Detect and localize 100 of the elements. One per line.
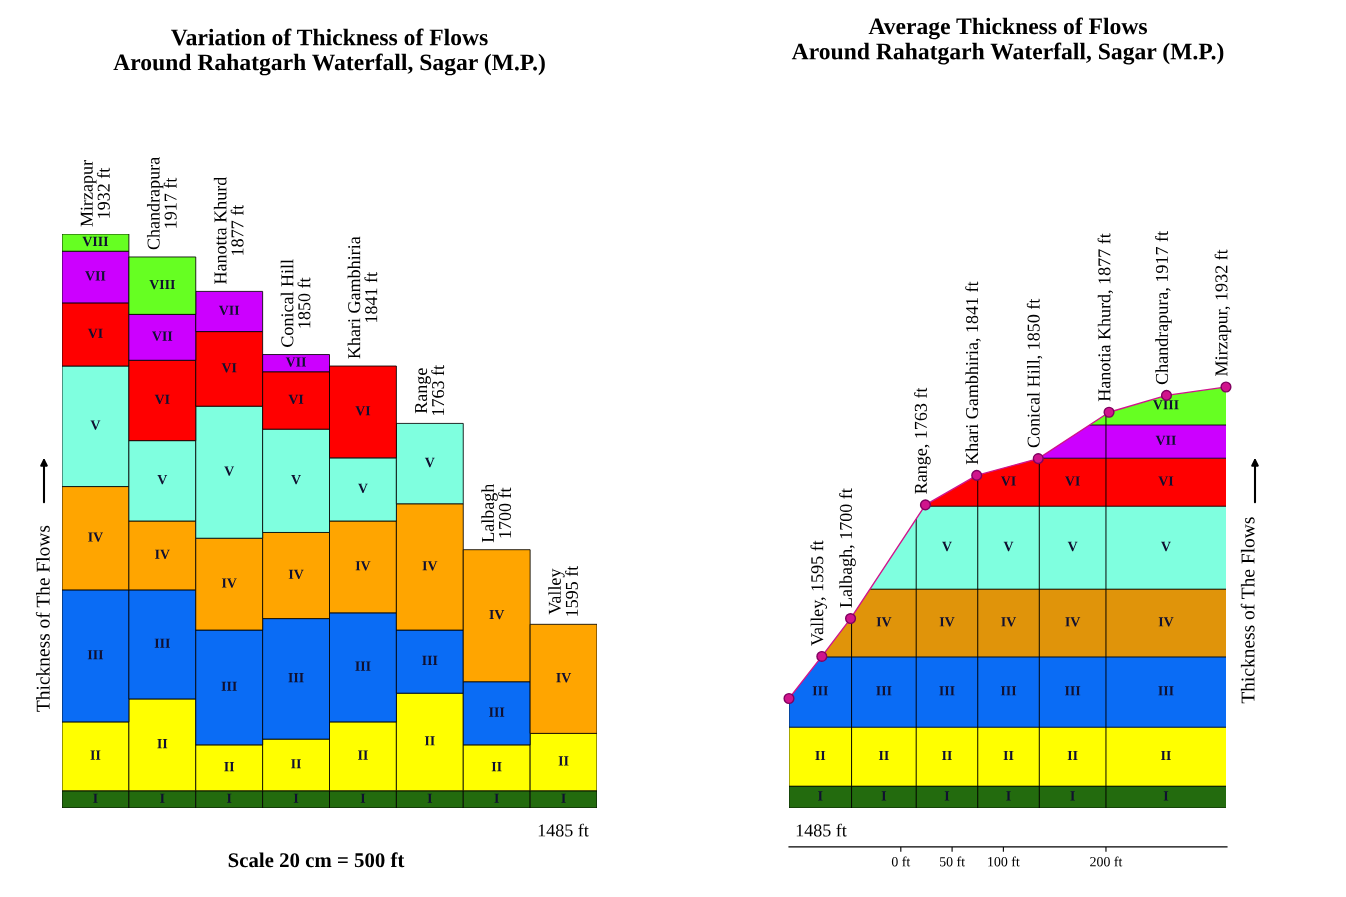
band-label: VIII xyxy=(1153,400,1179,410)
text: VI xyxy=(154,394,170,405)
text: VII xyxy=(218,305,240,316)
text: III xyxy=(489,707,505,717)
x-tick-label: 200 ft xyxy=(1090,856,1123,867)
text: IV xyxy=(288,569,304,580)
chart-title: Average Thickness of Flows Around Rahatgarh Waterfall, Sagar (M.P.) xyxy=(791,17,1224,65)
category-label: Lalbagh 1700 ft xyxy=(481,483,512,543)
text: II xyxy=(358,750,368,760)
band-label: VI xyxy=(1000,476,1016,486)
text: III xyxy=(422,655,438,665)
annotation: Range, 1763 ft xyxy=(914,387,931,494)
x-tick-label: 0 ft xyxy=(891,856,911,867)
text: II xyxy=(491,762,502,772)
text: III xyxy=(876,686,892,696)
text: III xyxy=(1000,686,1017,696)
text: I xyxy=(226,793,232,803)
text: III xyxy=(1064,686,1081,696)
x-tick-label: 50 ft xyxy=(939,856,965,867)
band-label: IV xyxy=(876,617,892,627)
text: I xyxy=(881,791,887,801)
text: II xyxy=(942,750,952,760)
text: I xyxy=(293,793,299,803)
text: I xyxy=(561,793,566,803)
text: II xyxy=(1161,750,1171,760)
text: I xyxy=(427,793,433,803)
text: III xyxy=(87,650,104,660)
annotation: Valley, 1595 ft xyxy=(810,540,828,646)
text: I xyxy=(360,793,366,803)
series-label: III xyxy=(154,638,170,648)
text: VI xyxy=(221,363,237,373)
category-label: Hanotta Khurd 1877 ft xyxy=(213,176,244,284)
annotation: Lalbagh, 1700 ft xyxy=(839,488,856,608)
chart-title: Variation of Thickness of Flows Around Rahatgarh Waterfall, Sagar (M.P.) xyxy=(113,28,545,76)
band-label: V xyxy=(942,541,952,552)
text: II xyxy=(1003,750,1014,760)
series-label: II xyxy=(224,762,235,772)
text: IV xyxy=(1158,617,1174,627)
text: VII xyxy=(152,331,173,341)
text: II xyxy=(1067,750,1078,760)
text: II xyxy=(424,736,435,746)
annotation: Khari Gambhiria, 1841 ft xyxy=(965,281,981,465)
text: III xyxy=(939,686,955,696)
band-label: VII xyxy=(1155,435,1176,446)
category-label: Range 1763 ft xyxy=(415,364,445,415)
text: V xyxy=(1003,541,1014,552)
text: V xyxy=(291,475,301,485)
text: V xyxy=(90,420,101,430)
category-label: Khari Gambhiria 1841 ft xyxy=(347,236,378,359)
text: IV xyxy=(221,578,237,588)
text: IV xyxy=(489,609,505,620)
text: VI xyxy=(1158,476,1174,486)
annotation: Chandrapura, 1917 ft xyxy=(1155,231,1172,385)
annotation: Hanotia Khurd, 1877 ft xyxy=(1097,233,1114,402)
series-label: VI xyxy=(288,394,304,405)
text: Scale 20 cm = 500 ft xyxy=(228,852,405,868)
annotation: Conical Hill, 1850 ft xyxy=(1026,298,1043,448)
series-label: VII xyxy=(285,357,307,367)
text: III xyxy=(288,673,304,683)
text: I xyxy=(160,793,165,803)
text: I xyxy=(1006,791,1011,801)
text: 1485 ft xyxy=(538,823,589,837)
text: IV xyxy=(556,673,572,683)
text: V xyxy=(157,475,168,485)
category-label: Mirzapur 1932 ft xyxy=(80,160,110,227)
y-axis-title: Thickness of The Flows xyxy=(1240,517,1255,704)
text: VI xyxy=(1065,476,1080,486)
series-label: I xyxy=(93,793,98,803)
text: II xyxy=(558,756,569,766)
text: II xyxy=(878,750,889,760)
text: IV xyxy=(939,617,955,627)
text: II xyxy=(291,759,301,769)
category-label: Chandrapura 1917 ft xyxy=(146,157,177,250)
text: IV xyxy=(355,561,371,571)
y-axis-title: Thickness of The Flows xyxy=(35,525,50,712)
text: V xyxy=(1161,541,1171,552)
text: IV xyxy=(422,561,438,571)
x-tick-label: 100 ft xyxy=(988,856,1020,867)
text: V xyxy=(424,457,435,468)
annotation: Mirzapur, 1932 ft xyxy=(1214,249,1232,376)
series-label: V xyxy=(358,483,368,493)
text: II xyxy=(157,739,168,749)
text: I xyxy=(944,791,950,801)
text: IV xyxy=(155,549,170,559)
text: VIII xyxy=(149,279,175,290)
band-label: II xyxy=(815,750,826,760)
series-label: IV xyxy=(88,532,103,542)
text: I xyxy=(1163,791,1169,801)
text: III xyxy=(1158,686,1174,696)
text: VII xyxy=(85,271,106,281)
text: VI xyxy=(87,328,103,338)
series-label: VIII xyxy=(82,236,109,247)
text: IV xyxy=(1065,617,1081,627)
category-label: Valley 1595 ft xyxy=(548,565,578,616)
text: III xyxy=(221,681,237,691)
band-label: III xyxy=(812,686,828,696)
text: III xyxy=(355,661,371,671)
category-label: Conical Hill 1850 ft xyxy=(280,259,311,347)
text: I xyxy=(494,793,499,803)
band-label: I xyxy=(818,791,823,801)
